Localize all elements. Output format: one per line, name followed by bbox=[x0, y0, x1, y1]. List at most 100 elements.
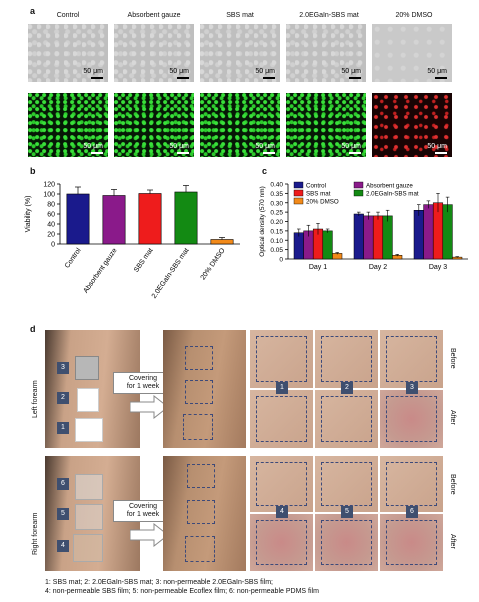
legend-label: 2.0EGaIn-SBS mat bbox=[366, 191, 419, 198]
bar bbox=[423, 204, 434, 260]
scale-bar-label: 50 μm bbox=[83, 143, 103, 150]
scale-bar: 50 μm bbox=[169, 143, 189, 154]
bar bbox=[322, 230, 333, 260]
micrograph-fluorescence-gauze: 50 μm bbox=[114, 93, 194, 157]
scale-bar-label: 50 μm bbox=[169, 143, 189, 150]
covering-arrow-bottom: Covering for 1 week bbox=[113, 500, 173, 522]
scale-bar: 50 μm bbox=[169, 68, 189, 79]
y-tick-label: 0.35 bbox=[270, 191, 283, 198]
bar bbox=[442, 204, 453, 260]
panel-d-letter: d bbox=[30, 324, 36, 334]
film-sample-6 bbox=[75, 474, 103, 500]
optical-density-bar-chart: 0 0.05 0.10 0.15 0.20 0.25 0.30 0.35 0.40 Optical… bbox=[259, 181, 468, 271]
grid-before-3 bbox=[380, 330, 443, 388]
scale-bar-label: 50 μm bbox=[83, 68, 103, 75]
x-tick-label: Day 1 bbox=[309, 264, 327, 271]
panel-a-col-title-gauze: Absorbent gauze bbox=[127, 12, 181, 19]
x-tick-label: Control bbox=[64, 247, 83, 270]
y-tick-label: 60 bbox=[47, 212, 55, 219]
dashed-region-6 bbox=[187, 464, 215, 488]
x-tick-label: Day 3 bbox=[429, 264, 447, 271]
y-tick-label: 20 bbox=[47, 232, 55, 239]
y-tick-label: 0.15 bbox=[270, 228, 283, 235]
bar bbox=[293, 232, 304, 260]
x-tick-label: Day 2 bbox=[369, 264, 387, 271]
scale-bar: 50 μm bbox=[83, 68, 103, 79]
y-tick-label: 0 bbox=[51, 242, 55, 249]
micrograph-brightfield-dmso: 50 μm bbox=[372, 24, 452, 82]
arrow-text-line2: for 1 week bbox=[126, 511, 160, 518]
y-tick-label: 80 bbox=[47, 202, 55, 209]
legend-swatch bbox=[353, 189, 364, 197]
panel-a-col-title-dmso: 20% DMSO bbox=[395, 12, 433, 19]
y-tick-label: 100 bbox=[43, 192, 55, 199]
legend-swatch bbox=[293, 197, 304, 205]
scale-bar-label: 50 μm bbox=[255, 68, 275, 75]
sample-number-badge: 1 bbox=[57, 422, 69, 434]
grid-before-5 bbox=[315, 456, 378, 512]
scale-bar: 50 μm bbox=[255, 68, 275, 79]
sample-number-badge: 6 bbox=[57, 478, 69, 490]
right-arrow-icon bbox=[130, 395, 169, 419]
grid-before-2 bbox=[315, 330, 378, 388]
panel-d-legend: 1: SBS mat; 2: 2.0EGaIn-SBS mat; 3: non-… bbox=[45, 578, 475, 596]
scale-bar: 50 μm bbox=[427, 68, 447, 79]
bar bbox=[363, 215, 374, 260]
y-tick-label: 0 bbox=[279, 257, 283, 264]
grid-after-2 bbox=[315, 390, 378, 448]
y-tick-label: 0.40 bbox=[270, 182, 283, 189]
covering-arrow-top: Covering for 1 week bbox=[113, 372, 173, 394]
micrograph-fluorescence-control: 50 μm bbox=[28, 93, 108, 157]
panel-a-col-title-control: Control bbox=[56, 12, 80, 19]
scale-bar-label: 50 μm bbox=[169, 68, 189, 75]
left-forearm-before-photo: 3 2 1 bbox=[45, 330, 140, 448]
dashed-region-5 bbox=[187, 500, 215, 524]
left-forearm-after-photo bbox=[163, 330, 246, 448]
grid-before-1 bbox=[250, 330, 313, 388]
film-sample-3 bbox=[75, 356, 99, 380]
panel-b-letter: b bbox=[30, 166, 36, 176]
x-tick-label: SBS mat bbox=[133, 247, 155, 274]
after-label-top: After bbox=[449, 410, 456, 425]
sample-number-badge: 2 bbox=[57, 392, 69, 404]
grid-number-badge: 2 bbox=[341, 382, 353, 394]
scale-bar: 50 μm bbox=[427, 143, 447, 154]
grid-number-badge: 3 bbox=[406, 382, 418, 394]
grid-after-4 bbox=[250, 514, 313, 571]
y-tick-label: 40 bbox=[47, 222, 55, 229]
bar bbox=[174, 191, 198, 245]
micrograph-brightfield-sbs: 50 μm bbox=[200, 24, 280, 82]
arrow-text-line2: for 1 week bbox=[126, 383, 160, 390]
bar bbox=[353, 213, 364, 260]
grid-after-1 bbox=[250, 390, 313, 448]
scale-bar: 50 μm bbox=[341, 143, 361, 154]
y-tick-label: 0.30 bbox=[270, 200, 283, 207]
panel-a-col-title-egain: 2.0EGaIn-SBS mat bbox=[299, 12, 359, 19]
grid-after-6 bbox=[380, 514, 443, 571]
row-label-left-forearm: Left forearm bbox=[32, 380, 39, 418]
before-label-bottom: Before bbox=[449, 474, 456, 495]
x-tick-label: 2.0EGaIn-SBS mat bbox=[151, 247, 191, 300]
scale-bar-label: 50 μm bbox=[427, 68, 447, 75]
scale-bar-label: 50 μm bbox=[341, 68, 361, 75]
legend-swatch bbox=[293, 181, 304, 189]
scale-bar-label: 50 μm bbox=[255, 143, 275, 150]
y-tick-label: 0.05 bbox=[270, 247, 283, 254]
micrograph-brightfield-egain: 50 μm bbox=[286, 24, 366, 82]
legend-line-2: 4: non-permeable SBS film; 5: non-permea… bbox=[45, 588, 319, 595]
grid-before-6 bbox=[380, 456, 443, 512]
grid-after-5 bbox=[315, 514, 378, 571]
film-sample-5 bbox=[75, 504, 103, 530]
x-tick-label: Absorbent gauze bbox=[83, 247, 119, 294]
scale-bar: 50 μm bbox=[341, 68, 361, 79]
bar bbox=[413, 210, 424, 260]
film-sample-2 bbox=[77, 388, 99, 412]
film-sample-4 bbox=[73, 534, 103, 562]
legend-label: Absorbent gauze bbox=[366, 183, 413, 190]
arrow-text-line1: Covering bbox=[128, 375, 157, 382]
y-tick-label: 120 bbox=[43, 182, 55, 189]
bar bbox=[382, 215, 393, 260]
scale-bar-label: 50 μm bbox=[427, 143, 447, 150]
micrograph-fluorescence-dmso: 50 μm bbox=[372, 93, 452, 157]
legend-label: 20% DMSO bbox=[306, 199, 339, 206]
